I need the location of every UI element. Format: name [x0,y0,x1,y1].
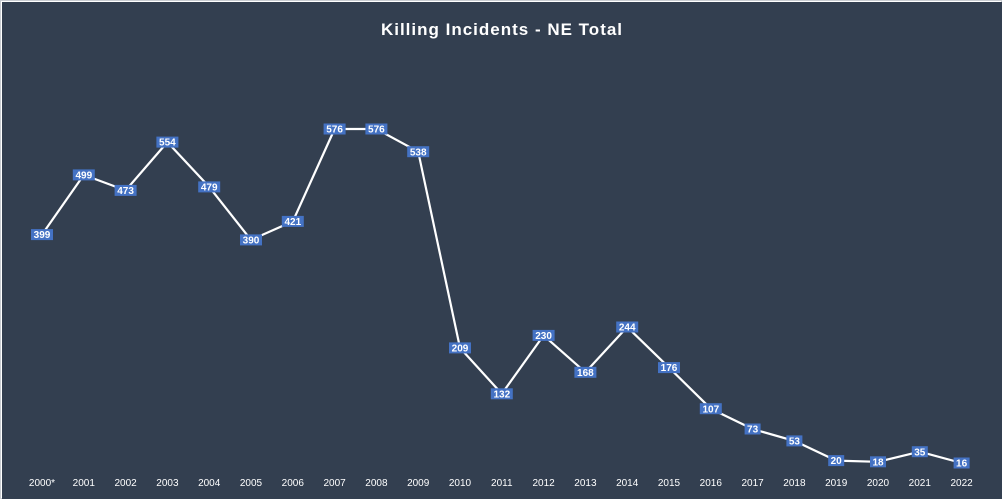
data-label-box [365,123,388,135]
data-label-box [281,215,304,227]
data-label-box [31,229,53,241]
data-label: 209 [449,342,471,355]
data-label-value: 499 [75,171,92,182]
x-tick-label: 2006 [282,478,305,489]
x-tick-label: 2002 [114,478,137,489]
data-label-box [786,435,803,447]
data-label-box [744,423,761,435]
data-label: 399 [31,229,53,241]
data-label-value: 244 [619,323,636,334]
data-label-box [156,136,179,148]
data-label: 35 [911,446,928,458]
data-label: 479 [198,181,221,194]
data-label: 20 [828,455,845,467]
data-label-value: 35 [914,447,926,458]
x-tick-label: 2010 [449,478,472,489]
x-tick-label: 2013 [574,478,597,489]
data-label-box [911,446,928,458]
data-label-box [574,366,597,378]
x-tick-label: 2011 [491,478,513,489]
x-tick-label: 2008 [365,478,388,489]
data-label-value: 230 [535,331,552,342]
data-label: 16 [953,457,970,470]
data-label-value: 18 [872,457,884,468]
data-label-box [532,329,555,341]
x-tick-label: 2018 [783,478,806,489]
x-tick-label: 2019 [825,478,848,489]
data-label: 244 [616,321,639,334]
data-label: 473 [114,184,137,197]
data-label: 73 [744,423,761,436]
data-label: 421 [281,215,304,228]
data-label-box [658,362,680,374]
data-label-box [198,181,221,193]
data-label-value: 132 [493,389,510,400]
data-label-value: 538 [410,147,427,158]
x-tick-label: 2007 [323,478,346,489]
x-tick-label: 2009 [407,478,430,489]
data-label-value: 479 [201,183,218,194]
data-label: 107 [699,403,722,415]
data-label: 168 [574,366,597,379]
x-tick-label: 2001 [73,478,96,489]
x-tick-label: 2004 [198,478,221,489]
data-label-value: 554 [159,138,176,149]
x-tick-label: 2020 [867,478,890,489]
x-tick-label: 2014 [616,478,639,489]
data-label-value: 168 [577,368,594,379]
data-label-box [449,342,471,354]
data-label: 538 [407,146,430,158]
data-label-value: 576 [326,125,343,136]
data-label: 576 [365,123,388,136]
data-label: 390 [240,234,262,247]
data-label-box [72,169,95,181]
data-label: 132 [490,388,513,400]
x-axis-tick-labels: 2000* 2001 2002 2003 2004 2005 2006 2007 2008 200… [29,478,973,489]
data-label-value: 421 [284,217,301,228]
data-label-box [114,184,137,196]
data-label-value: 176 [661,363,678,374]
data-label-box [490,388,513,400]
data-label-box [828,455,845,467]
data-label-value: 73 [747,425,759,436]
data-label-layer: 399 499 473 554 479 390 421 576 576 538 209 132 230 1… [31,123,970,470]
data-label-box [407,146,430,158]
x-tick-label: 2000* [29,478,55,489]
x-tick-label: 2021 [909,478,932,489]
data-label-value: 53 [789,437,801,448]
data-label-value: 576 [368,125,385,136]
x-tick-label: 2005 [240,478,263,489]
x-tick-label: 2016 [700,478,723,489]
data-label-value: 107 [702,404,719,415]
x-tick-label: 2012 [532,478,555,489]
data-label: 176 [658,362,680,374]
x-tick-label: 2015 [658,478,681,489]
data-label-box [870,456,886,468]
data-label-box [699,403,722,415]
x-tick-label: 2022 [950,478,973,489]
data-label-value: 473 [117,186,134,197]
chart-title: Killing Incidents - NE Total [381,20,623,39]
data-label-value: 16 [956,459,968,470]
data-label: 53 [786,435,803,448]
data-label-value: 20 [831,456,843,467]
data-label-value: 390 [243,236,260,247]
x-tick-label: 2017 [741,478,764,489]
data-label: 18 [870,456,886,468]
data-label-box [616,321,639,333]
data-label-box [953,457,970,469]
x-tick-label: 2003 [156,478,179,489]
data-label: 576 [323,123,346,136]
data-label-box [240,234,262,246]
data-label: 499 [72,169,95,182]
data-label: 554 [156,136,179,149]
data-label: 230 [532,329,555,342]
data-label-box [323,123,346,135]
data-label-value: 209 [452,344,469,355]
data-label-value: 399 [34,230,51,241]
